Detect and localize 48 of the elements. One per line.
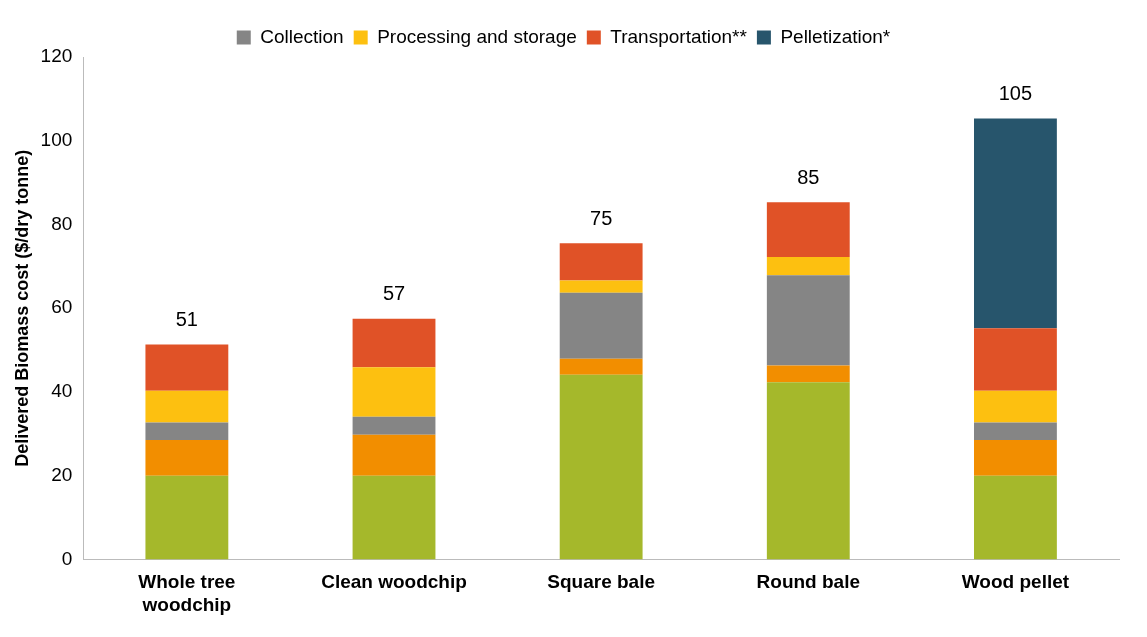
legend-label: Processing and storage xyxy=(377,25,577,47)
y-tick-label: 80 xyxy=(51,212,73,234)
bar xyxy=(766,275,850,366)
bar xyxy=(559,280,643,293)
bar xyxy=(145,475,229,560)
total-label: 105 xyxy=(998,82,1033,105)
bar xyxy=(145,422,229,441)
y-axis-title: Delivered Biomass cost ($/dry tonne) xyxy=(11,149,32,467)
legend-label: Collection xyxy=(260,25,344,47)
bar xyxy=(766,257,850,276)
y-tick-label: 20 xyxy=(51,463,73,485)
bar xyxy=(559,243,643,281)
x-tick-label: Whole tree woodchip xyxy=(138,571,236,615)
y-tick-label: 120 xyxy=(40,45,73,67)
total-label: 75 xyxy=(590,206,613,229)
x-tick-label: Clean woodchip xyxy=(321,571,467,593)
bar xyxy=(559,374,643,560)
bar xyxy=(559,292,643,359)
y-tick-label: 0 xyxy=(61,547,73,569)
x-tick-label: Round bale xyxy=(756,571,861,593)
bar xyxy=(766,365,850,383)
bar xyxy=(352,367,436,417)
total-label: 85 xyxy=(797,165,820,188)
y-tick-label: 40 xyxy=(51,380,73,402)
bar xyxy=(974,475,1057,560)
total-label: 57 xyxy=(382,282,406,305)
legend-label: Transportation** xyxy=(610,25,748,47)
y-tick-label: 100 xyxy=(40,128,73,150)
legend-label: Pelletization* xyxy=(780,25,891,47)
bar xyxy=(974,390,1057,423)
bar xyxy=(352,434,436,476)
bar xyxy=(145,440,229,476)
bar xyxy=(145,344,229,391)
bar xyxy=(352,475,436,560)
bar xyxy=(974,328,1057,391)
y-tick-label: 60 xyxy=(51,296,73,318)
bar xyxy=(766,382,850,560)
bar xyxy=(974,118,1057,329)
x-tick-label: Wood pellet xyxy=(961,571,1070,593)
bar xyxy=(352,416,436,435)
bar xyxy=(145,390,229,423)
bar xyxy=(974,440,1057,476)
x-tick-label: Square bale xyxy=(547,571,656,593)
bar xyxy=(559,358,643,375)
bar xyxy=(766,202,850,258)
total-label: 51 xyxy=(175,308,198,331)
bar xyxy=(974,422,1057,441)
bar xyxy=(352,318,436,368)
